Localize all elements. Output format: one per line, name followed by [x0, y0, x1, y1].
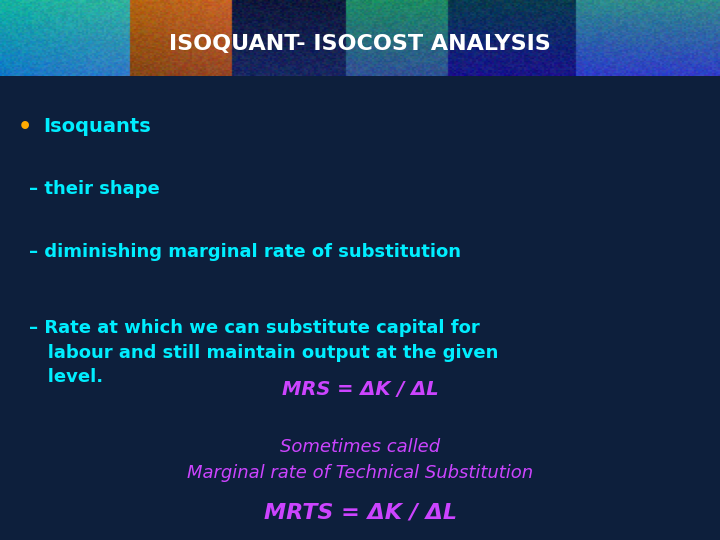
Text: – their shape: – their shape: [29, 180, 160, 198]
Text: – diminishing marginal rate of substitution: – diminishing marginal rate of substitut…: [29, 243, 461, 261]
Text: •: •: [18, 117, 32, 137]
Text: – Rate at which we can substitute capital for
   labour and still maintain outpu: – Rate at which we can substitute capita…: [29, 320, 498, 386]
Text: Isoquants: Isoquants: [43, 117, 151, 137]
Text: MRS = ΔK / ΔL: MRS = ΔK / ΔL: [282, 380, 438, 399]
Text: Sometimes called
Marginal rate of Technical Substitution: Sometimes called Marginal rate of Techni…: [187, 438, 533, 482]
Text: MRTS = ΔK / ΔL: MRTS = ΔK / ΔL: [264, 503, 456, 523]
Text: ISOQUANT- ISOCOST ANALYSIS: ISOQUANT- ISOCOST ANALYSIS: [169, 34, 551, 54]
